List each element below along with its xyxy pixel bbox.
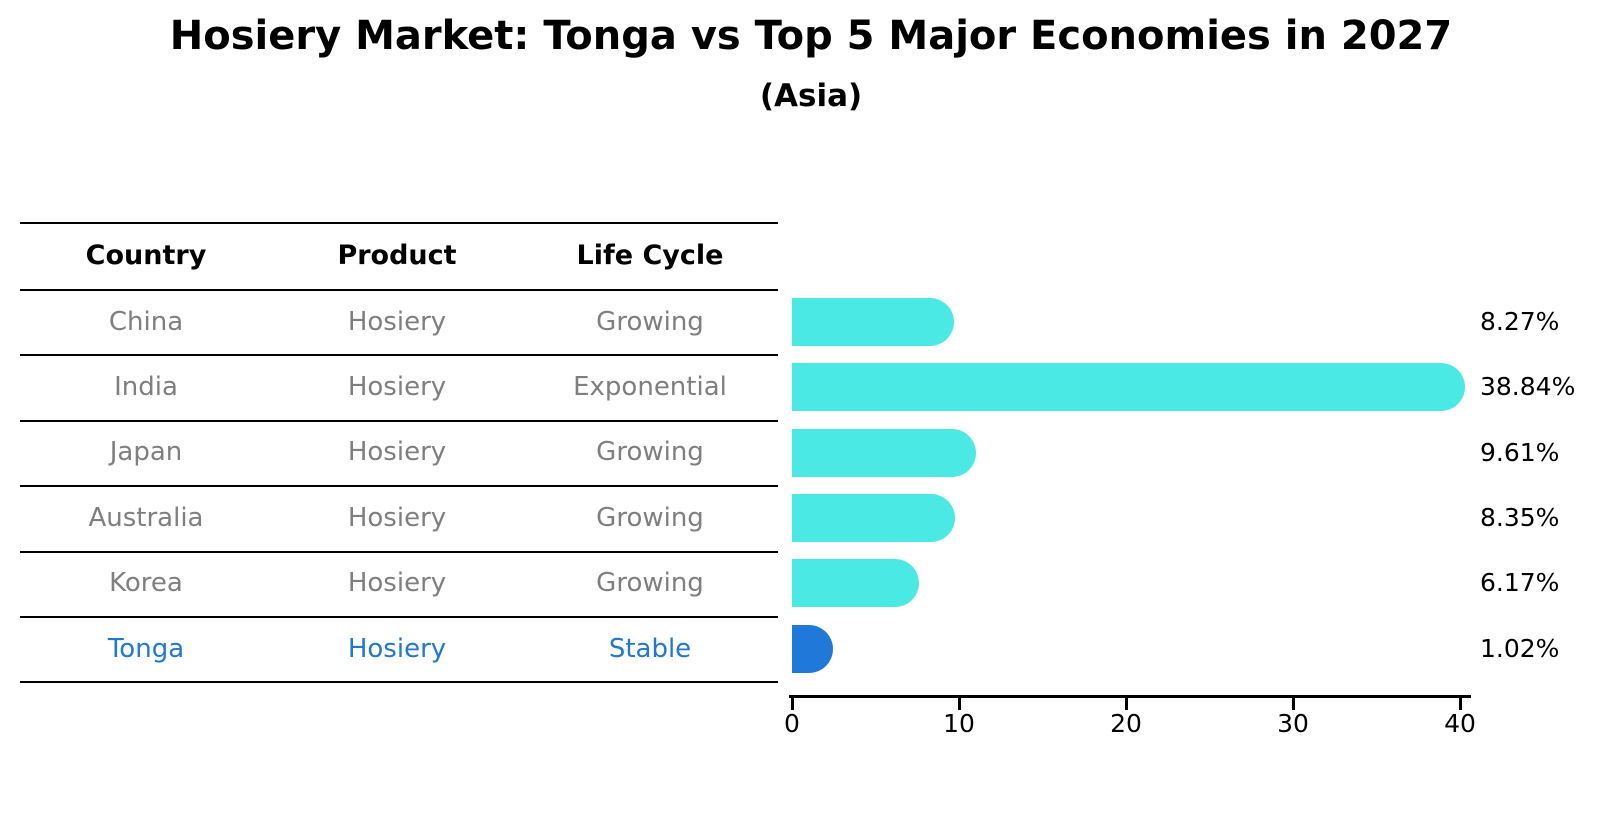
cell-product: Hosiery: [347, 633, 447, 664]
cell-country: India: [114, 372, 178, 403]
table-row: Japan Hosiery Growing: [20, 420, 778, 485]
cell-life-cycle: Stable: [608, 633, 692, 664]
table-divider-line: [20, 616, 778, 618]
cell-life-cycle: Exponential: [573, 372, 727, 403]
x-tick-mark: [958, 697, 961, 710]
table-row: China Hosiery Growing: [20, 289, 778, 354]
column-header-product: Product: [337, 240, 457, 271]
value-label: 8.35%: [1480, 502, 1560, 532]
column-header-life-cycle: Life Cycle: [576, 240, 724, 271]
x-tick-mark: [1125, 697, 1128, 710]
cell-life-cycle: Growing: [596, 568, 704, 599]
table-row: Korea Hosiery Growing: [20, 551, 778, 616]
bar-tonga: [792, 624, 834, 673]
chart-title: Hosiery Market: Tonga vs Top 5 Major Eco…: [169, 13, 1453, 59]
value-label: 8.27%: [1480, 306, 1560, 336]
x-tick-label: 30: [1277, 709, 1309, 738]
x-tick-label: 10: [943, 709, 975, 738]
value-label: 9.61%: [1480, 437, 1560, 467]
table-row: Australia Hosiery Growing: [20, 485, 778, 550]
value-label: 1.02%: [1480, 633, 1560, 663]
bar-australia: [792, 493, 956, 542]
cell-life-cycle: Growing: [596, 502, 704, 533]
table-divider-line: [20, 485, 778, 488]
table-row: Tonga Hosiery Stable: [20, 616, 778, 681]
column-header-country: Country: [85, 240, 207, 271]
x-tick-mark: [791, 697, 794, 710]
x-tick-label: 20: [1110, 709, 1142, 738]
x-tick-mark: [1459, 697, 1462, 710]
cell-product: Hosiery: [347, 306, 447, 337]
cell-life-cycle: Growing: [596, 437, 704, 468]
chart-subtitle: (Asia): [759, 78, 863, 114]
bar-china: [792, 297, 955, 346]
cell-product: Hosiery: [347, 372, 447, 403]
value-label: 6.17%: [1480, 568, 1560, 598]
bar-india: [792, 363, 1465, 412]
x-tick-mark: [1292, 697, 1295, 710]
cell-product: Hosiery: [347, 437, 447, 468]
x-axis-spine: [789, 695, 1471, 698]
table-divider-line: [20, 222, 778, 224]
table-divider-line: [20, 289, 778, 291]
cell-country: China: [108, 306, 184, 337]
cell-country: Australia: [88, 502, 204, 533]
table-divider-line: [20, 681, 778, 684]
cell-country: Korea: [109, 568, 183, 599]
bar-japan: [792, 428, 977, 477]
table-divider-line: [20, 419, 778, 422]
table-row: India Hosiery Exponential: [20, 354, 778, 419]
cell-country: Tonga: [107, 633, 185, 664]
x-tick-label: 40: [1444, 709, 1476, 738]
table-divider-line: [20, 354, 778, 357]
cell-life-cycle: Growing: [596, 306, 704, 337]
bar-korea: [792, 559, 920, 608]
x-tick-label: 0: [784, 709, 800, 738]
table-divider-line: [20, 550, 778, 553]
cell-country: Japan: [109, 437, 183, 468]
cell-product: Hosiery: [347, 568, 447, 599]
cell-product: Hosiery: [347, 502, 447, 533]
value-label: 38.84%: [1480, 372, 1576, 402]
table-header-row: Country Product Life Cycle: [20, 222, 778, 289]
